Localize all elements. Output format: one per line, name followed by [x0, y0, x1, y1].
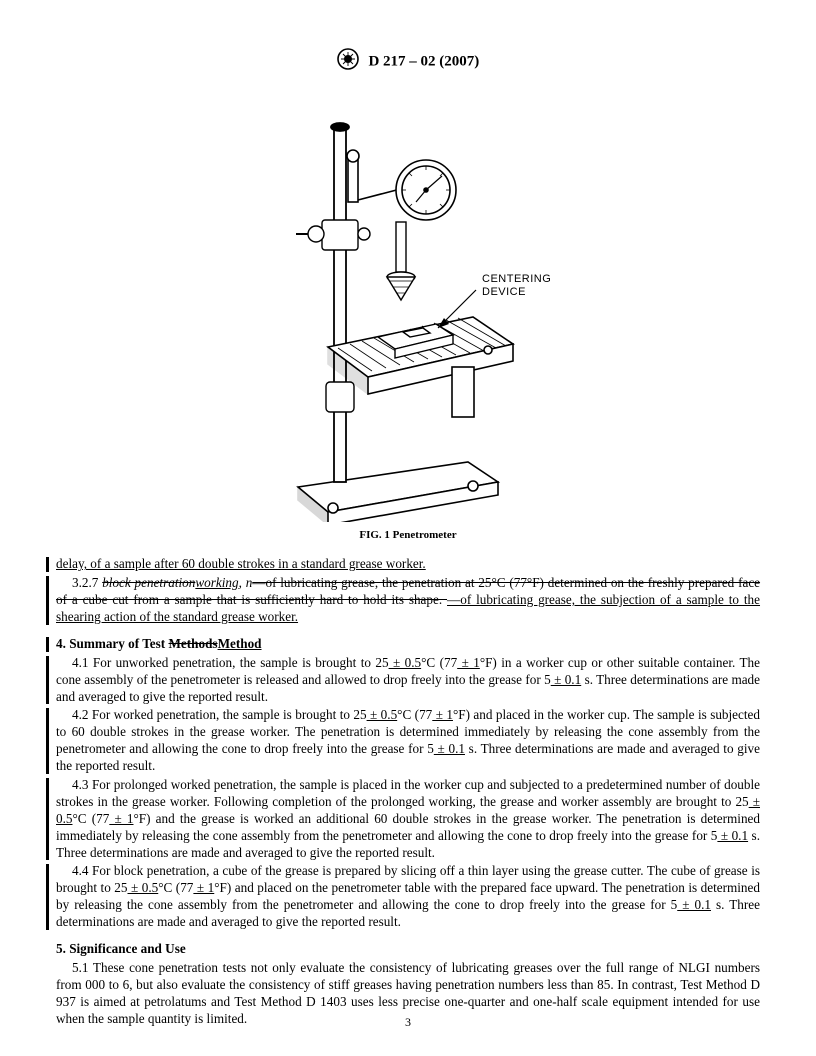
para-4-2: 4.2 For worked penetration, the sample i… [56, 707, 760, 775]
num-3-2-7: 3.2.7 [72, 575, 102, 590]
p44pm1: ± 1 [193, 880, 214, 895]
text-delay: delay, of a sample after 60 double strok… [56, 556, 426, 571]
p42b: °C (77 [397, 707, 432, 722]
p41b: °C (77 [421, 655, 457, 670]
p44pm01: ± 0.1 [677, 897, 711, 912]
page-header: D 217 – 02 (2007) [56, 48, 760, 76]
p42pm01: ± 0.1 [434, 741, 465, 756]
p43b: °C (77 [72, 811, 109, 826]
para-4-1: 4.1 For unworked penetration, the sample… [56, 655, 760, 706]
p43a: 4.3 For prolonged worked penetration, th… [56, 777, 760, 809]
designation: D 217 – 02 (2007) [368, 54, 479, 70]
page: D 217 – 02 (2007) [0, 0, 816, 1056]
p41pm05: ± 0.5 [389, 655, 422, 670]
callout-label: CENTERING DEVICE [482, 273, 555, 298]
sec4-strike: Methods [168, 636, 217, 651]
section-5-head: 5. Significance and Use [56, 941, 760, 958]
figure-caption: FIG. 1 Penetrometer [56, 528, 760, 542]
p42pm05: ± 0.5 [367, 707, 398, 722]
strike-block-penetration: block penetration [102, 575, 195, 590]
p43pm01: ± 0.1 [717, 828, 748, 843]
page-number: 3 [0, 1015, 816, 1030]
sec4-a: 4. Summary of Test [56, 636, 168, 651]
section-4-head: 4. Summary of Test MethodsMethod [56, 636, 760, 653]
p41pm1: ± 1 [457, 655, 480, 670]
figure-1: CENTERING DEVICE [56, 82, 760, 522]
p43c: °F) and the grease is worked an addition… [56, 811, 760, 843]
para-4-4: 4.4 For block penetration, a cube of the… [56, 863, 760, 931]
p41a: 4.1 For unworked penetration, the sample… [72, 655, 389, 670]
astm-logo-icon [337, 48, 359, 76]
penetrometer-illustration-icon: CENTERING DEVICE [238, 82, 578, 522]
ins-working: working [195, 575, 238, 590]
p41pm01: ± 0.1 [551, 672, 581, 687]
text-comma: , [239, 575, 246, 590]
p42pm1: ± 1 [432, 707, 453, 722]
p43pm1: ± 1 [109, 811, 133, 826]
para-delay: delay, of a sample after 60 double strok… [56, 556, 760, 573]
p44pm05: ± 0.5 [127, 880, 158, 895]
p44b: °C (77 [158, 880, 193, 895]
para-4-3: 4.3 For prolonged worked penetration, th… [56, 777, 760, 861]
para-3-2-7: 3.2.7 block penetrationworking, n—of lub… [56, 575, 760, 626]
p42a: 4.2 For worked penetration, the sample i… [72, 707, 367, 722]
sec4-b: Method [218, 636, 262, 651]
